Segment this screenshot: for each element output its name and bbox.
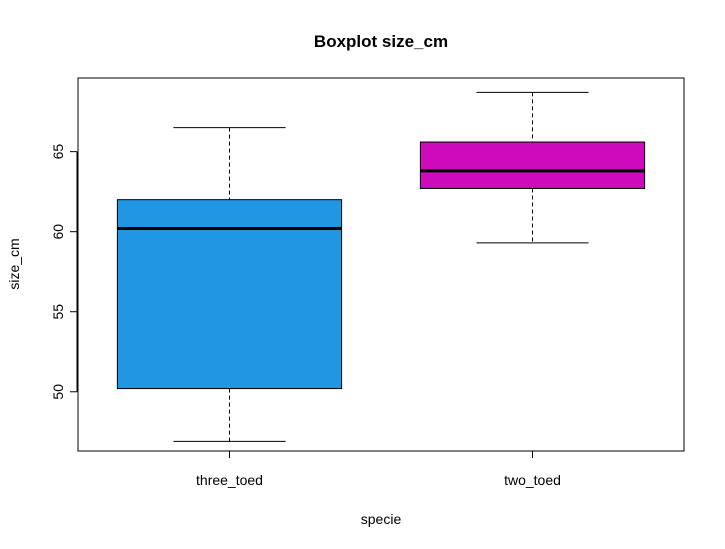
y-axis-label: size_cm (6, 238, 22, 289)
y-tick-label: 65 (50, 144, 66, 160)
box-two_toed (419, 91, 646, 244)
y-tick-label: 55 (50, 304, 66, 320)
x-tick-label: two_toed (504, 472, 561, 488)
box-three_toed (116, 127, 343, 442)
y-tick-label: 50 (50, 384, 66, 400)
y-axis: 50 55 60 65 (50, 144, 78, 400)
x-tick-label: three_toed (196, 472, 263, 488)
x-axis-label: specie (361, 511, 402, 527)
chart-title: Boxplot size_cm (314, 32, 448, 51)
y-tick-label: 60 (50, 224, 66, 240)
x-axis: three_toed two_toed (196, 450, 561, 488)
iqr-box (116, 199, 343, 390)
iqr-box (419, 141, 646, 189)
boxes (116, 91, 646, 442)
